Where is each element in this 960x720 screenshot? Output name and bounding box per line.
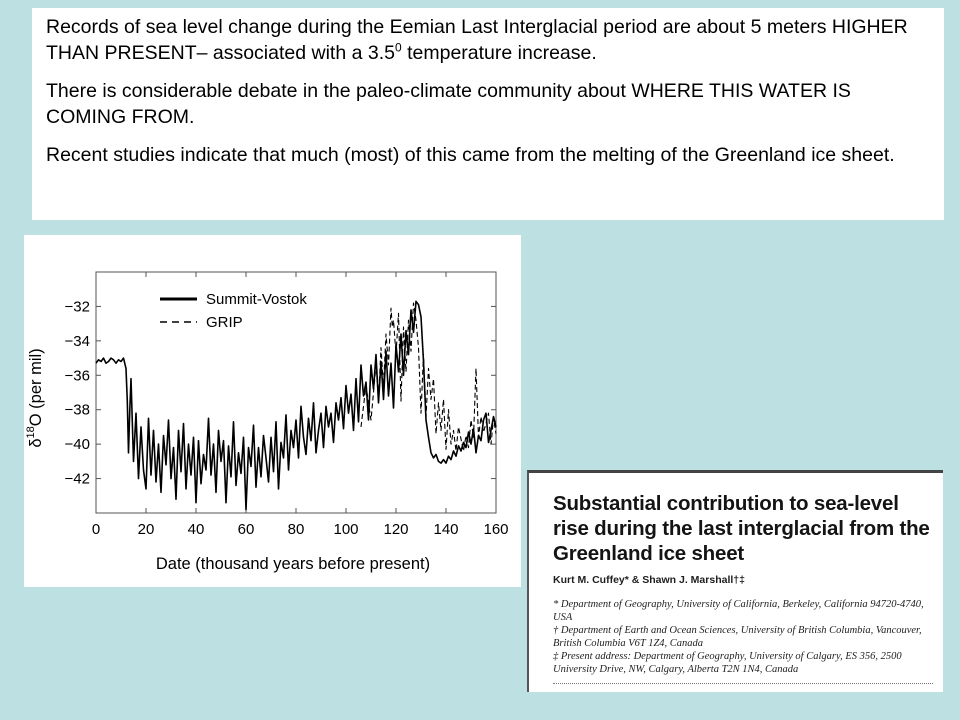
x-axis-title: Date (thousand years before present) xyxy=(156,555,430,573)
slide-text-box: Records of sea level change during the E… xyxy=(32,8,944,220)
affiliation-calgary: ‡ Present address: Department of Geograp… xyxy=(553,651,902,675)
x-tick-label: 20 xyxy=(138,521,155,538)
paragraph-1-text-end: temperature increase. xyxy=(401,42,597,64)
series-line-summit-vostok xyxy=(95,300,497,511)
x-tick-label: 140 xyxy=(433,521,458,538)
affiliation-berkeley: * Department of Geography, University of… xyxy=(553,599,924,623)
affiliation-ubc: † Department of Earth and Ocean Sciences… xyxy=(553,625,922,649)
y-axis-title: δ18O (per mil) xyxy=(25,348,45,447)
legend-label-grip: GRIP xyxy=(206,314,243,331)
chart-legend: Summit-Vostok GRIP xyxy=(160,291,307,331)
y-tick-label: −36 xyxy=(65,367,90,384)
series-line-grip xyxy=(360,302,497,452)
legend-label-summit-vostok: Summit-Vostok xyxy=(206,291,307,308)
degree-superscript: 0 xyxy=(394,40,402,55)
paper-title: Substantial contribution to sea-level ri… xyxy=(553,492,930,565)
x-tick-label: 80 xyxy=(288,521,305,538)
y-tick-label: −32 xyxy=(65,298,90,315)
y-axis-delta: δ xyxy=(27,438,45,447)
x-tick-label: 100 xyxy=(333,521,358,538)
paper-authors: Kurt M. Cuffey* & Shawn J. Marshall†‡ xyxy=(553,574,745,586)
x-tick-label: 0 xyxy=(92,521,100,538)
paragraph-debate: There is considerable debate in the pale… xyxy=(46,80,851,128)
axis-ticks: 0 20 40 60 80 100 120 140 160 −32 −34 −36 −38 −40 −42 xyxy=(65,272,509,538)
paragraph-eemian-sea-level: Records of sea level change during the E… xyxy=(46,14,928,66)
x-tick-label: 160 xyxy=(483,521,508,538)
y-tick-label: −40 xyxy=(65,436,90,453)
y-tick-label: −38 xyxy=(65,402,90,419)
paper-affiliations: * Department of Geography, University of… xyxy=(553,598,933,676)
oxygen-isotope-chart: 0 20 40 60 80 100 120 140 160 −32 −34 −36 −38 −40 −42 … xyxy=(24,235,521,587)
x-tick-label: 40 xyxy=(188,521,205,538)
paragraph-greenland: Recent studies indicate that much (most)… xyxy=(46,144,895,166)
y-tick-label: −34 xyxy=(65,333,90,350)
x-tick-label: 60 xyxy=(238,521,255,538)
data-series xyxy=(95,300,497,511)
x-tick-label: 120 xyxy=(383,521,408,538)
paragraph-1-text-start: Records of sea level change during the E… xyxy=(46,16,908,64)
chart-canvas: 0 20 40 60 80 100 120 140 160−32−34−36−38−40−42 … xyxy=(25,271,509,573)
y-axis-superscript: 18 xyxy=(25,426,37,438)
dotted-divider xyxy=(553,683,933,684)
y-tick-label: −42 xyxy=(65,471,90,488)
paper-header-clipping: Substantial contribution to sea-level ri… xyxy=(527,470,943,692)
y-axis-title-rest: O (per mil) xyxy=(27,348,45,426)
